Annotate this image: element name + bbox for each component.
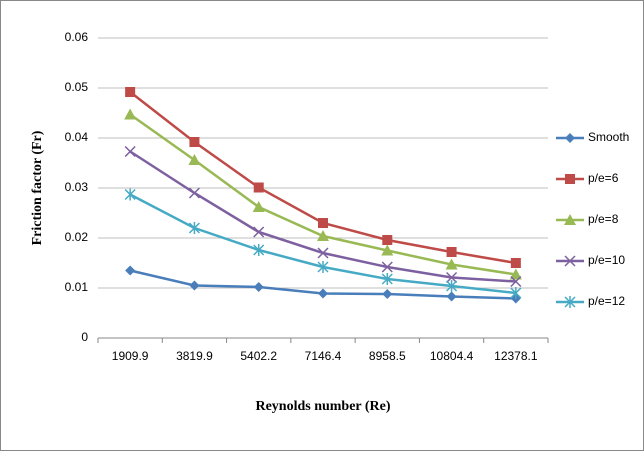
legend-label: p/e=6 bbox=[588, 171, 619, 185]
marker bbox=[382, 235, 393, 245]
marker bbox=[124, 188, 136, 201]
marker bbox=[381, 261, 393, 273]
marker bbox=[317, 230, 329, 241]
x-axis-title: Reynolds number (Re) bbox=[255, 399, 390, 414]
y-axis-title: Friction factor (Fr) bbox=[30, 130, 45, 245]
marker bbox=[253, 282, 264, 292]
marker bbox=[125, 265, 136, 276]
y-tick-label: 0.03 bbox=[65, 180, 89, 194]
marker bbox=[381, 244, 394, 256]
marker bbox=[124, 108, 137, 120]
legend-marker bbox=[564, 255, 576, 267]
x-tick-label: 10804.4 bbox=[430, 349, 474, 363]
marker bbox=[381, 273, 393, 285]
marker bbox=[446, 271, 458, 284]
marker bbox=[510, 275, 522, 288]
marker bbox=[188, 154, 201, 165]
x-tick-label: 8958.5 bbox=[369, 349, 406, 363]
marker bbox=[317, 261, 329, 273]
marker bbox=[318, 218, 328, 228]
legend-label: p/e=8 bbox=[588, 212, 619, 226]
y-tick-label: 0.02 bbox=[65, 230, 89, 244]
y-tick-label: 0.05 bbox=[65, 80, 89, 94]
marker bbox=[510, 287, 522, 299]
x-tick-label: 7146.4 bbox=[305, 349, 342, 363]
marker bbox=[317, 247, 329, 259]
legend-marker bbox=[565, 174, 575, 184]
legend-marker bbox=[565, 133, 575, 143]
y-tick-label: 0.06 bbox=[65, 30, 89, 44]
x-tick-label: 12378.1 bbox=[494, 349, 538, 363]
marker bbox=[189, 280, 200, 291]
x-tick-label: 3819.9 bbox=[176, 349, 213, 363]
marker bbox=[253, 182, 264, 193]
legend-label: p/e=10 bbox=[588, 253, 625, 267]
y-tick-label: 0.01 bbox=[65, 280, 89, 294]
marker bbox=[125, 87, 136, 97]
marker bbox=[253, 226, 265, 238]
marker bbox=[510, 258, 521, 268]
marker bbox=[189, 137, 200, 147]
marker bbox=[446, 280, 458, 292]
marker bbox=[188, 222, 200, 234]
x-tick-label: 1909.9 bbox=[112, 349, 149, 363]
marker bbox=[252, 201, 265, 212]
legend-marker bbox=[564, 296, 576, 308]
marker bbox=[188, 187, 200, 199]
legend-marker bbox=[564, 214, 576, 225]
y-tick-label: 0 bbox=[81, 330, 88, 344]
marker bbox=[446, 291, 457, 302]
y-tick-label: 0.04 bbox=[65, 130, 89, 144]
marker bbox=[445, 258, 458, 270]
marker bbox=[382, 289, 393, 299]
x-tick-label: 5402.2 bbox=[240, 349, 277, 363]
marker bbox=[318, 288, 328, 299]
legend-label: p/e=12 bbox=[588, 294, 625, 308]
marker bbox=[446, 247, 457, 257]
legend-label: Smooth bbox=[588, 130, 629, 144]
marker bbox=[253, 244, 265, 256]
marker bbox=[124, 145, 136, 158]
marker bbox=[509, 268, 522, 280]
